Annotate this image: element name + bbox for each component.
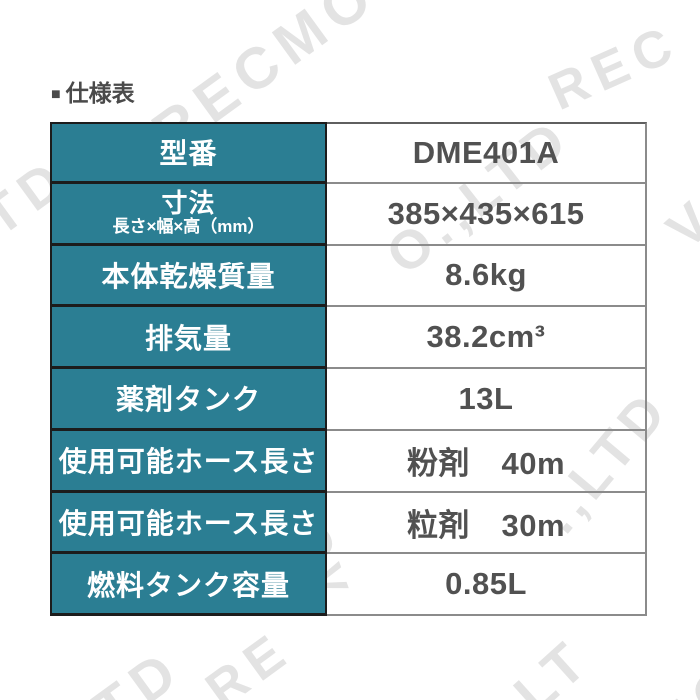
spec-table: 型番 DME401A 寸法 長さ×幅×高（mm） 385×435×615 本体乾… bbox=[50, 122, 647, 616]
watermark-text: REC bbox=[540, 13, 689, 122]
spec-value: 38.2cm³ bbox=[426, 319, 546, 355]
spec-label-cell: 薬剤タンク bbox=[50, 369, 327, 431]
watermark-text: O.,LT bbox=[430, 626, 603, 700]
spec-label: 使用可能ホース長さ bbox=[58, 507, 319, 539]
spec-value-cell: 粉剤 40m bbox=[327, 430, 647, 493]
spec-label: 排気量 bbox=[144, 322, 232, 354]
spec-label: 寸法 bbox=[161, 187, 216, 218]
spec-value-cell: 8.6kg bbox=[327, 245, 647, 308]
spec-label: 薬剤タンク bbox=[115, 384, 261, 416]
spec-value-cell: DME401A bbox=[327, 122, 647, 184]
spec-label-cell: 使用可能ホース長さ bbox=[50, 492, 327, 555]
spec-label: 型番 bbox=[159, 138, 218, 170]
spec-label: 燃料タンク容量 bbox=[86, 569, 290, 601]
watermark-text: V bbox=[655, 191, 700, 261]
spec-value: 13L bbox=[458, 380, 514, 416]
spec-label-cell: 燃料タンク容量 bbox=[50, 554, 327, 616]
spec-value-cell: 粒剤 30m bbox=[327, 492, 647, 555]
spec-value: 385×435×615 bbox=[387, 195, 585, 231]
spec-value: 粒剤 30m bbox=[406, 507, 566, 543]
section-title: ■ 仕様表 bbox=[51, 82, 135, 105]
watermark-text: RE bbox=[195, 619, 303, 700]
spec-value-cell: 385×435×615 bbox=[327, 183, 647, 246]
watermark-text: LTD bbox=[50, 635, 195, 700]
spec-label-cell: 本体乾燥質量 bbox=[50, 245, 327, 308]
spec-value: DME401A bbox=[412, 134, 560, 170]
spec-label: 使用可能ホース長さ bbox=[58, 446, 319, 478]
square-bullet-icon: ■ bbox=[51, 85, 61, 103]
section-title-text: 仕様表 bbox=[65, 80, 135, 106]
spec-value-cell: 0.85L bbox=[327, 554, 647, 616]
watermark-text: REC bbox=[600, 646, 700, 700]
spec-value-cell: 38.2cm³ bbox=[327, 307, 647, 369]
spec-value: 粉剤 40m bbox=[406, 446, 566, 482]
spec-label-cell: 使用可能ホース長さ bbox=[50, 430, 327, 493]
spec-value-cell: 13L bbox=[327, 369, 647, 431]
spec-label-cell: 排気量 bbox=[50, 307, 327, 369]
spec-label-cell: 型番 bbox=[50, 122, 327, 184]
spec-value: 0.85L bbox=[445, 566, 527, 602]
spec-label-sub: 長さ×幅×高（mm） bbox=[112, 217, 265, 237]
spec-label-cell: 寸法 長さ×幅×高（mm） bbox=[50, 183, 327, 246]
spec-label: 本体乾燥質量 bbox=[101, 260, 276, 292]
spec-value: 8.6kg bbox=[445, 257, 527, 293]
